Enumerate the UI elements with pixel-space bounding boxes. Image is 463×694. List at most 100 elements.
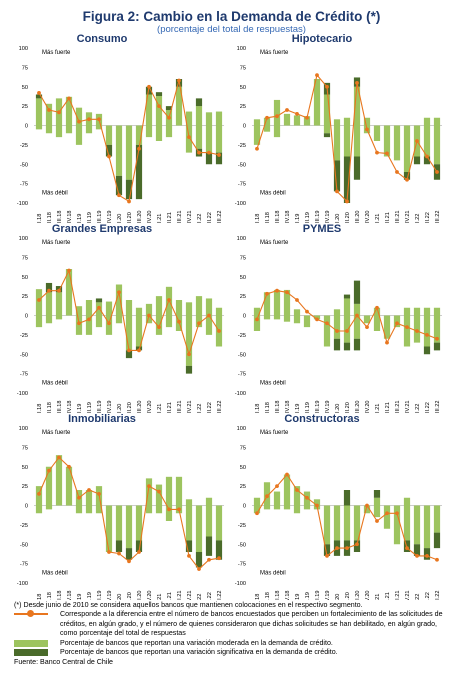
bar-moderate-pos	[413, 307, 421, 316]
bar-significant-pos	[155, 92, 163, 97]
net-point	[385, 151, 389, 156]
bar-moderate-pos	[75, 306, 83, 316]
bar-moderate-pos	[253, 497, 261, 506]
x-tick-label: IV.21	[405, 590, 411, 600]
bar-significant-neg	[423, 346, 431, 355]
x-tick-label: III.22	[435, 401, 441, 413]
x-tick-label: I.22	[197, 214, 203, 223]
bar-significant-pos	[95, 298, 103, 303]
x-tick-label: II.22	[207, 592, 213, 600]
bar-moderate-pos	[253, 119, 261, 126]
legend-moderate-text: Porcentaje de bancos que reportan una va…	[60, 638, 333, 647]
net-point	[167, 507, 171, 512]
bar-moderate-neg	[353, 315, 361, 339]
bar-moderate-neg	[323, 125, 331, 134]
net-point	[355, 313, 359, 318]
net-point	[187, 135, 191, 140]
net-point	[335, 546, 339, 551]
x-tick-label: II.21	[167, 402, 173, 413]
legend-significant-text: Porcentaje de bancos que reportan una va…	[60, 648, 338, 657]
bar-moderate-pos	[45, 292, 53, 316]
net-point	[425, 553, 429, 558]
x-tick-label: II.22	[425, 592, 431, 600]
bar-moderate-neg	[333, 125, 341, 161]
bar-moderate-neg	[165, 125, 173, 138]
bar-moderate-neg	[313, 315, 321, 320]
x-tick-label: IV.20	[365, 210, 371, 223]
x-tick-label: II.20	[345, 212, 351, 223]
x-tick-label: III.22	[435, 211, 441, 223]
bar-moderate-neg	[165, 315, 173, 328]
annotation-top: Más fuerte	[42, 50, 71, 56]
net-point	[37, 91, 41, 95]
y-tick-label: 50	[240, 275, 246, 281]
bar-moderate-pos	[65, 466, 73, 506]
y-tick-label: -75	[20, 182, 28, 188]
bar-moderate-pos	[303, 116, 311, 126]
net-point	[57, 455, 61, 460]
net-point	[405, 546, 409, 551]
bar-moderate-pos	[373, 497, 381, 506]
net-point	[187, 553, 191, 558]
x-tick-label: IV.18	[285, 590, 291, 600]
annotation-bottom: Más débil	[260, 190, 286, 196]
bar-moderate-neg	[253, 315, 261, 331]
net-point	[345, 199, 349, 204]
bar-moderate-neg	[253, 125, 261, 145]
net-point	[405, 177, 409, 182]
x-tick-label: II.18	[265, 592, 271, 600]
bar-moderate-neg	[135, 125, 143, 145]
x-tick-label: III.19	[97, 591, 103, 600]
net-point	[295, 488, 299, 492]
net-point	[87, 488, 91, 492]
net-point	[255, 146, 259, 151]
x-tick-label: II.19	[87, 212, 93, 223]
x-tick-label: I.20	[117, 404, 123, 413]
net-point	[365, 325, 369, 330]
bar-significant-neg	[215, 152, 223, 165]
chart-4: Inmobiliarias 100 75 50 25 0 -25 -50 -75 -100 Más …	[17, 413, 224, 600]
net-point	[37, 491, 41, 496]
bar-moderate-neg	[35, 125, 43, 130]
bar-moderate-neg	[125, 125, 133, 180]
bar-moderate-pos	[205, 497, 213, 506]
bar-moderate-pos	[145, 94, 153, 126]
bar-moderate-neg	[55, 125, 63, 138]
x-tick-label: I.22	[415, 214, 421, 223]
annotation-bottom: Más débil	[260, 380, 286, 386]
bar-moderate-pos	[205, 112, 213, 126]
net-point	[127, 199, 131, 204]
net-point	[87, 117, 91, 122]
x-tick-label: II.22	[207, 212, 213, 223]
bar-moderate-pos	[263, 117, 271, 126]
x-tick-label: II.18	[265, 212, 271, 223]
chart-2: Grandes Empresas 100 75 50 25 0 -25 -50 -75 -100 M…	[17, 223, 224, 413]
annotation-bottom: Más débil	[42, 380, 68, 386]
bar-moderate-neg	[115, 125, 123, 176]
x-tick-label: II.20	[127, 402, 133, 413]
figure-title: Figura 2: Cambio en la Demanda de Crédit…	[82, 9, 381, 24]
bar-moderate-neg	[393, 505, 401, 545]
y-tick-label: 75	[22, 445, 28, 451]
bar-moderate-pos	[85, 300, 93, 316]
x-tick-label: IV.18	[67, 590, 73, 600]
y-tick-label: 75	[240, 65, 246, 71]
bar-moderate-pos	[185, 499, 193, 506]
bar-moderate-neg	[433, 505, 441, 533]
bar-moderate-neg	[263, 125, 271, 132]
bar-moderate-neg	[125, 505, 133, 549]
bar-moderate-neg	[303, 315, 311, 328]
y-tick-label: 100	[19, 46, 28, 52]
x-tick-label: I.19	[295, 594, 301, 600]
net-point	[375, 305, 379, 310]
bar-significant-neg	[323, 544, 331, 556]
bar-significant-neg	[423, 156, 431, 165]
x-tick-label: III.21	[395, 401, 401, 413]
net-point	[345, 546, 349, 551]
bar-moderate-pos	[253, 307, 261, 316]
y-tick-label: 100	[19, 236, 28, 242]
bar-moderate-neg	[185, 315, 193, 366]
net-point	[67, 96, 71, 101]
bar-moderate-neg	[293, 315, 301, 324]
bar-moderate-neg	[45, 315, 53, 324]
